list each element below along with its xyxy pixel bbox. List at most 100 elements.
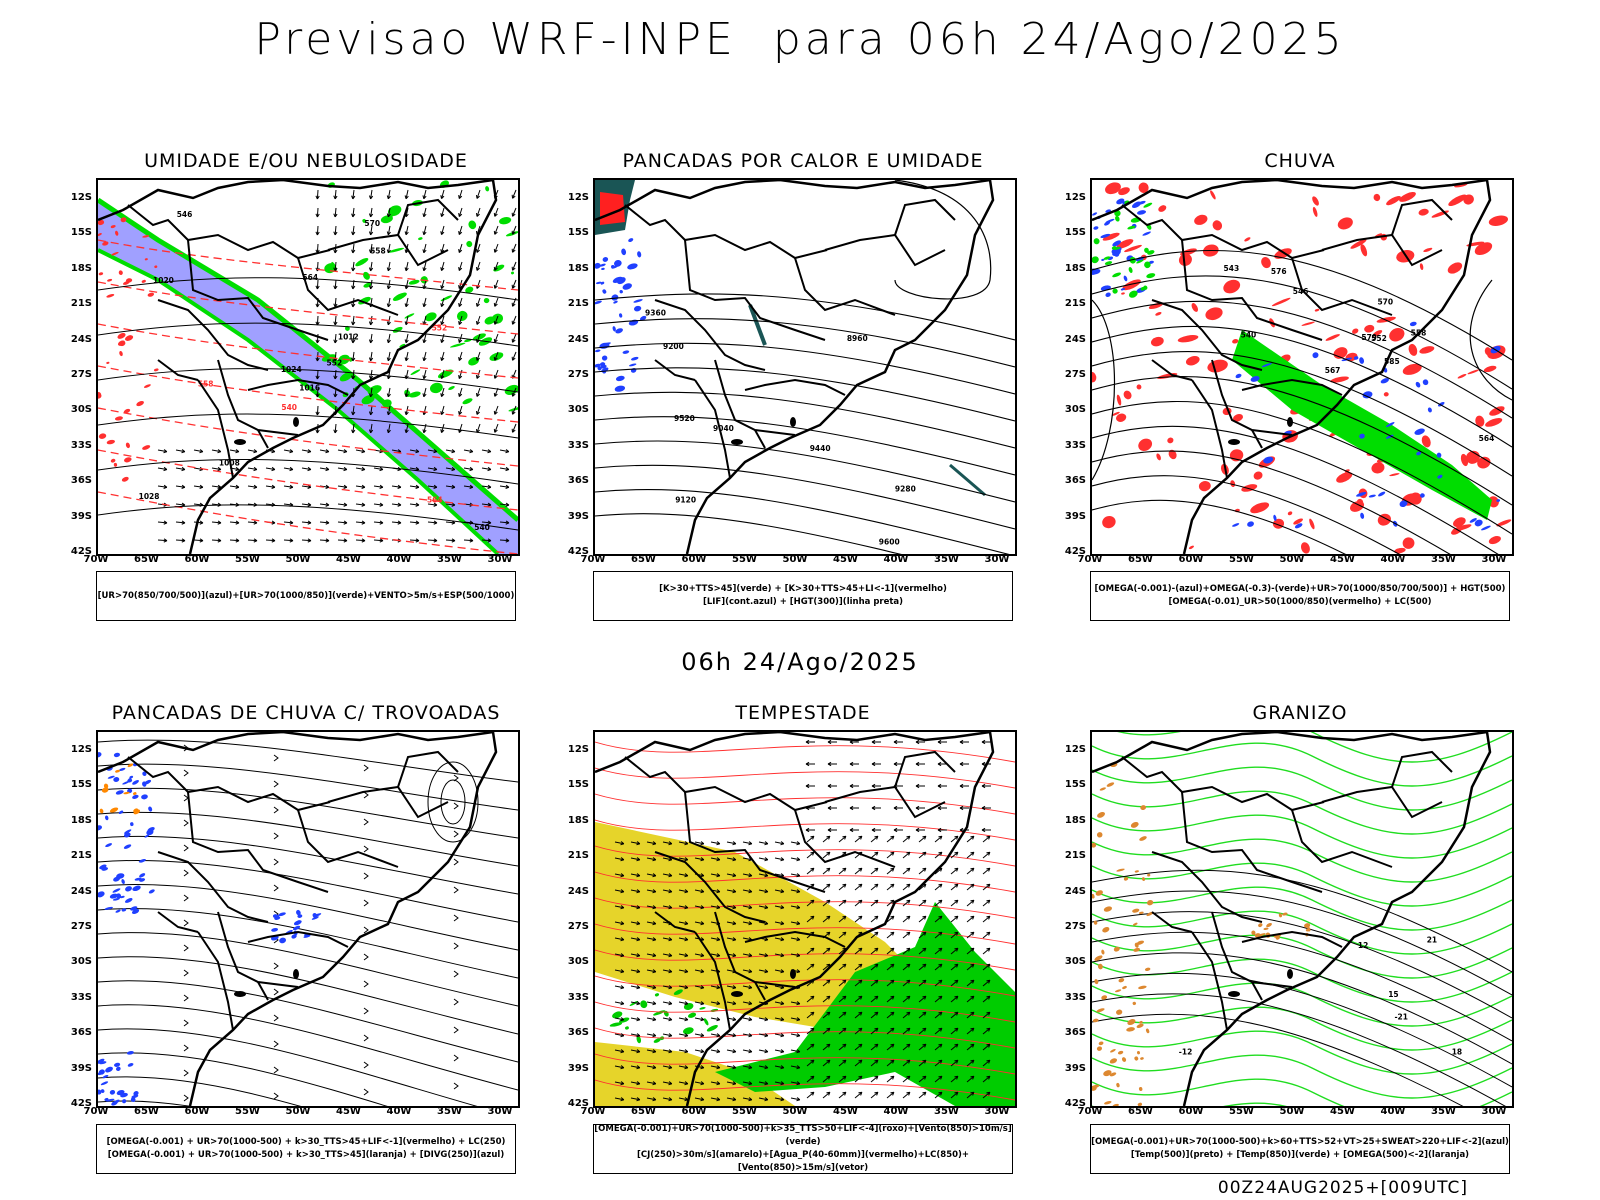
latitude-tick-label: 36S [70,1027,92,1039]
latitude-tick-label: 39S [1064,510,1086,522]
forecast-map [593,730,1017,1108]
svg-text:-12: -12 [1179,1048,1193,1057]
latitude-tick-label: 21S [567,850,589,862]
svg-text:1024: 1024 [281,365,302,374]
longitude-tick-label: 45W [833,554,858,565]
longitude-tick-label: 35W [1431,1106,1456,1117]
longitude-tick-label: 45W [833,1106,858,1117]
latitude-tick-label: 15S [567,779,589,791]
latitude-tick-label: 39S [1064,1062,1086,1074]
longitude-tick-label: 40W [386,1106,412,1117]
svg-text:552: 552 [1371,334,1387,343]
longitude-tick-label: 65W [134,554,159,565]
longitude-tick-label: 70W [1077,554,1103,565]
latitude-tick-label: 24S [70,333,92,345]
latitude-tick-label: 18S [70,814,92,826]
latitude-tick-label: 21S [1064,298,1086,310]
forecast-map: -12 -21 12 15 18 21 [1090,730,1514,1108]
longitude-tick-label: 55W [1229,1106,1254,1117]
latitude-tick-label: 15S [1064,227,1086,239]
latitude-tick-label: 30S [1064,404,1086,416]
svg-text:1012: 1012 [338,333,359,342]
svg-text:564: 564 [427,495,443,504]
longitude-tick-label: 65W [631,1106,656,1117]
latitude-tick-label: 18S [567,814,589,826]
latitude-tick-label: 30S [70,404,92,416]
svg-text:576: 576 [1271,267,1287,276]
forecast-map [96,730,520,1108]
longitude-tick-label: 30W [1481,1106,1507,1117]
longitude-tick-label: 50W [285,1106,311,1117]
panel-title: PANCADAS DE CHUVA C/ TROVOADAS [111,702,501,724]
longitude-tick-label: 30W [984,1106,1010,1117]
svg-text:9600: 9600 [879,538,900,547]
longitude-tick-label: 35W [934,1106,959,1117]
legend-text: [OMEGA(-0.001) + UR>70(1000-500) + k>30_… [107,1150,505,1160]
latitude-tick-label: 33S [1064,991,1086,1003]
latitude-tick-label: 24S [1064,333,1086,345]
latitude-tick-label: 42S [567,1098,589,1109]
latitude-tick-label: 15S [567,227,589,239]
legend-text: [OMEGA(-0.01)_UR>50(1000/850)(vermelho) … [1168,597,1432,607]
forecast-map: 9600 9520 9440 9360 9280 9200 9120 9040 8960 [593,178,1017,556]
longitude-tick-label: 30W [984,554,1010,565]
latitude-tick-label: 36S [567,475,589,487]
latitude-tick-label: 21S [567,298,589,310]
longitude-tick-label: 65W [1128,554,1153,565]
map-canvas: 1016102010241028101210085705645585525465… [98,180,518,554]
panel-title: GRANIZO [1252,702,1348,724]
longitude-tick-label: 40W [1380,1106,1406,1117]
latitude-tick-label: 33S [567,991,589,1003]
latitude-tick-label: 12S [70,192,92,203]
longitude-tick-label: 65W [134,1106,159,1117]
svg-text:8960: 8960 [847,334,868,343]
longitude-tick-label: 65W [631,554,656,565]
longitude-tick-label: 60W [184,1106,210,1117]
latitude-tick-label: 15S [70,779,92,791]
longitude-tick-label: 50W [1279,554,1305,565]
longitude-tick-label: 70W [83,554,109,565]
svg-text:552: 552 [327,359,343,368]
longitude-tick-label: 30W [1481,554,1507,565]
longitude-tick-label: 35W [437,1106,462,1117]
map-canvas: 9600 9520 9440 9360 9280 9200 9120 9040 8960 [595,180,1015,554]
legend-box: [K>30+TTS>45](verde) + [K>30+TTS>45+LI<-… [593,571,1013,621]
latitude-tick-label: 24S [567,333,589,345]
latitude-tick-label: 12S [1064,192,1086,203]
legend-text: [OMEGA(-0.001)+UR>70(1000-500)+k>35_TTS>… [594,1124,1012,1147]
latitude-tick-label: 30S [567,404,589,416]
longitude-tick-label: 40W [1380,554,1406,565]
svg-text:9120: 9120 [675,496,696,505]
latitude-tick-label: 42S [70,546,92,557]
longitude-tick-label: 30W [487,554,513,565]
svg-text:570: 570 [1377,298,1393,307]
svg-text:9360: 9360 [645,309,666,318]
main-title: Previsao WRF-INPE para 06h 24/Ago/2025 [254,14,1346,65]
latitude-tick-label: 42S [567,546,589,557]
latitude-tick-label: 12S [567,744,589,755]
svg-text:18: 18 [1452,1047,1462,1056]
longitude-tick-label: 65W [1128,1106,1153,1117]
latitude-tick-label: 36S [567,1027,589,1039]
legend-text: [LIF](cont.azul) + [HGT(300)](linha pret… [702,597,904,607]
panel-title: CHUVA [1264,150,1336,172]
legend-box: [OMEGA(-0.001)+UR>70(1000-500)+k>60+TTS>… [1090,1124,1510,1174]
latitude-tick-label: 39S [567,1062,589,1074]
latitude-tick-label: 33S [70,439,92,451]
latitude-tick-label: 18S [567,262,589,274]
latitude-tick-label: 21S [70,298,92,310]
map-canvas [98,732,518,1106]
legend-text: [K>30+TTS>45](verde) + [K>30+TTS>45+LI<-… [659,584,947,594]
latitude-tick-label: 33S [70,991,92,1003]
svg-text:558: 558 [370,247,386,256]
latitude-tick-label: 24S [567,885,589,897]
latitude-tick-label: 27S [1064,369,1086,380]
panel-title: PANCADAS POR CALOR E UMIDADE [622,150,984,172]
row-time-title: 06h 24/Ago/2025 [681,648,919,676]
svg-text:540: 540 [1241,330,1257,339]
latitude-tick-label: 39S [70,1062,92,1074]
latitude-tick-label: 21S [1064,850,1086,862]
longitude-tick-label: 55W [235,1106,260,1117]
svg-text:9440: 9440 [810,444,831,453]
